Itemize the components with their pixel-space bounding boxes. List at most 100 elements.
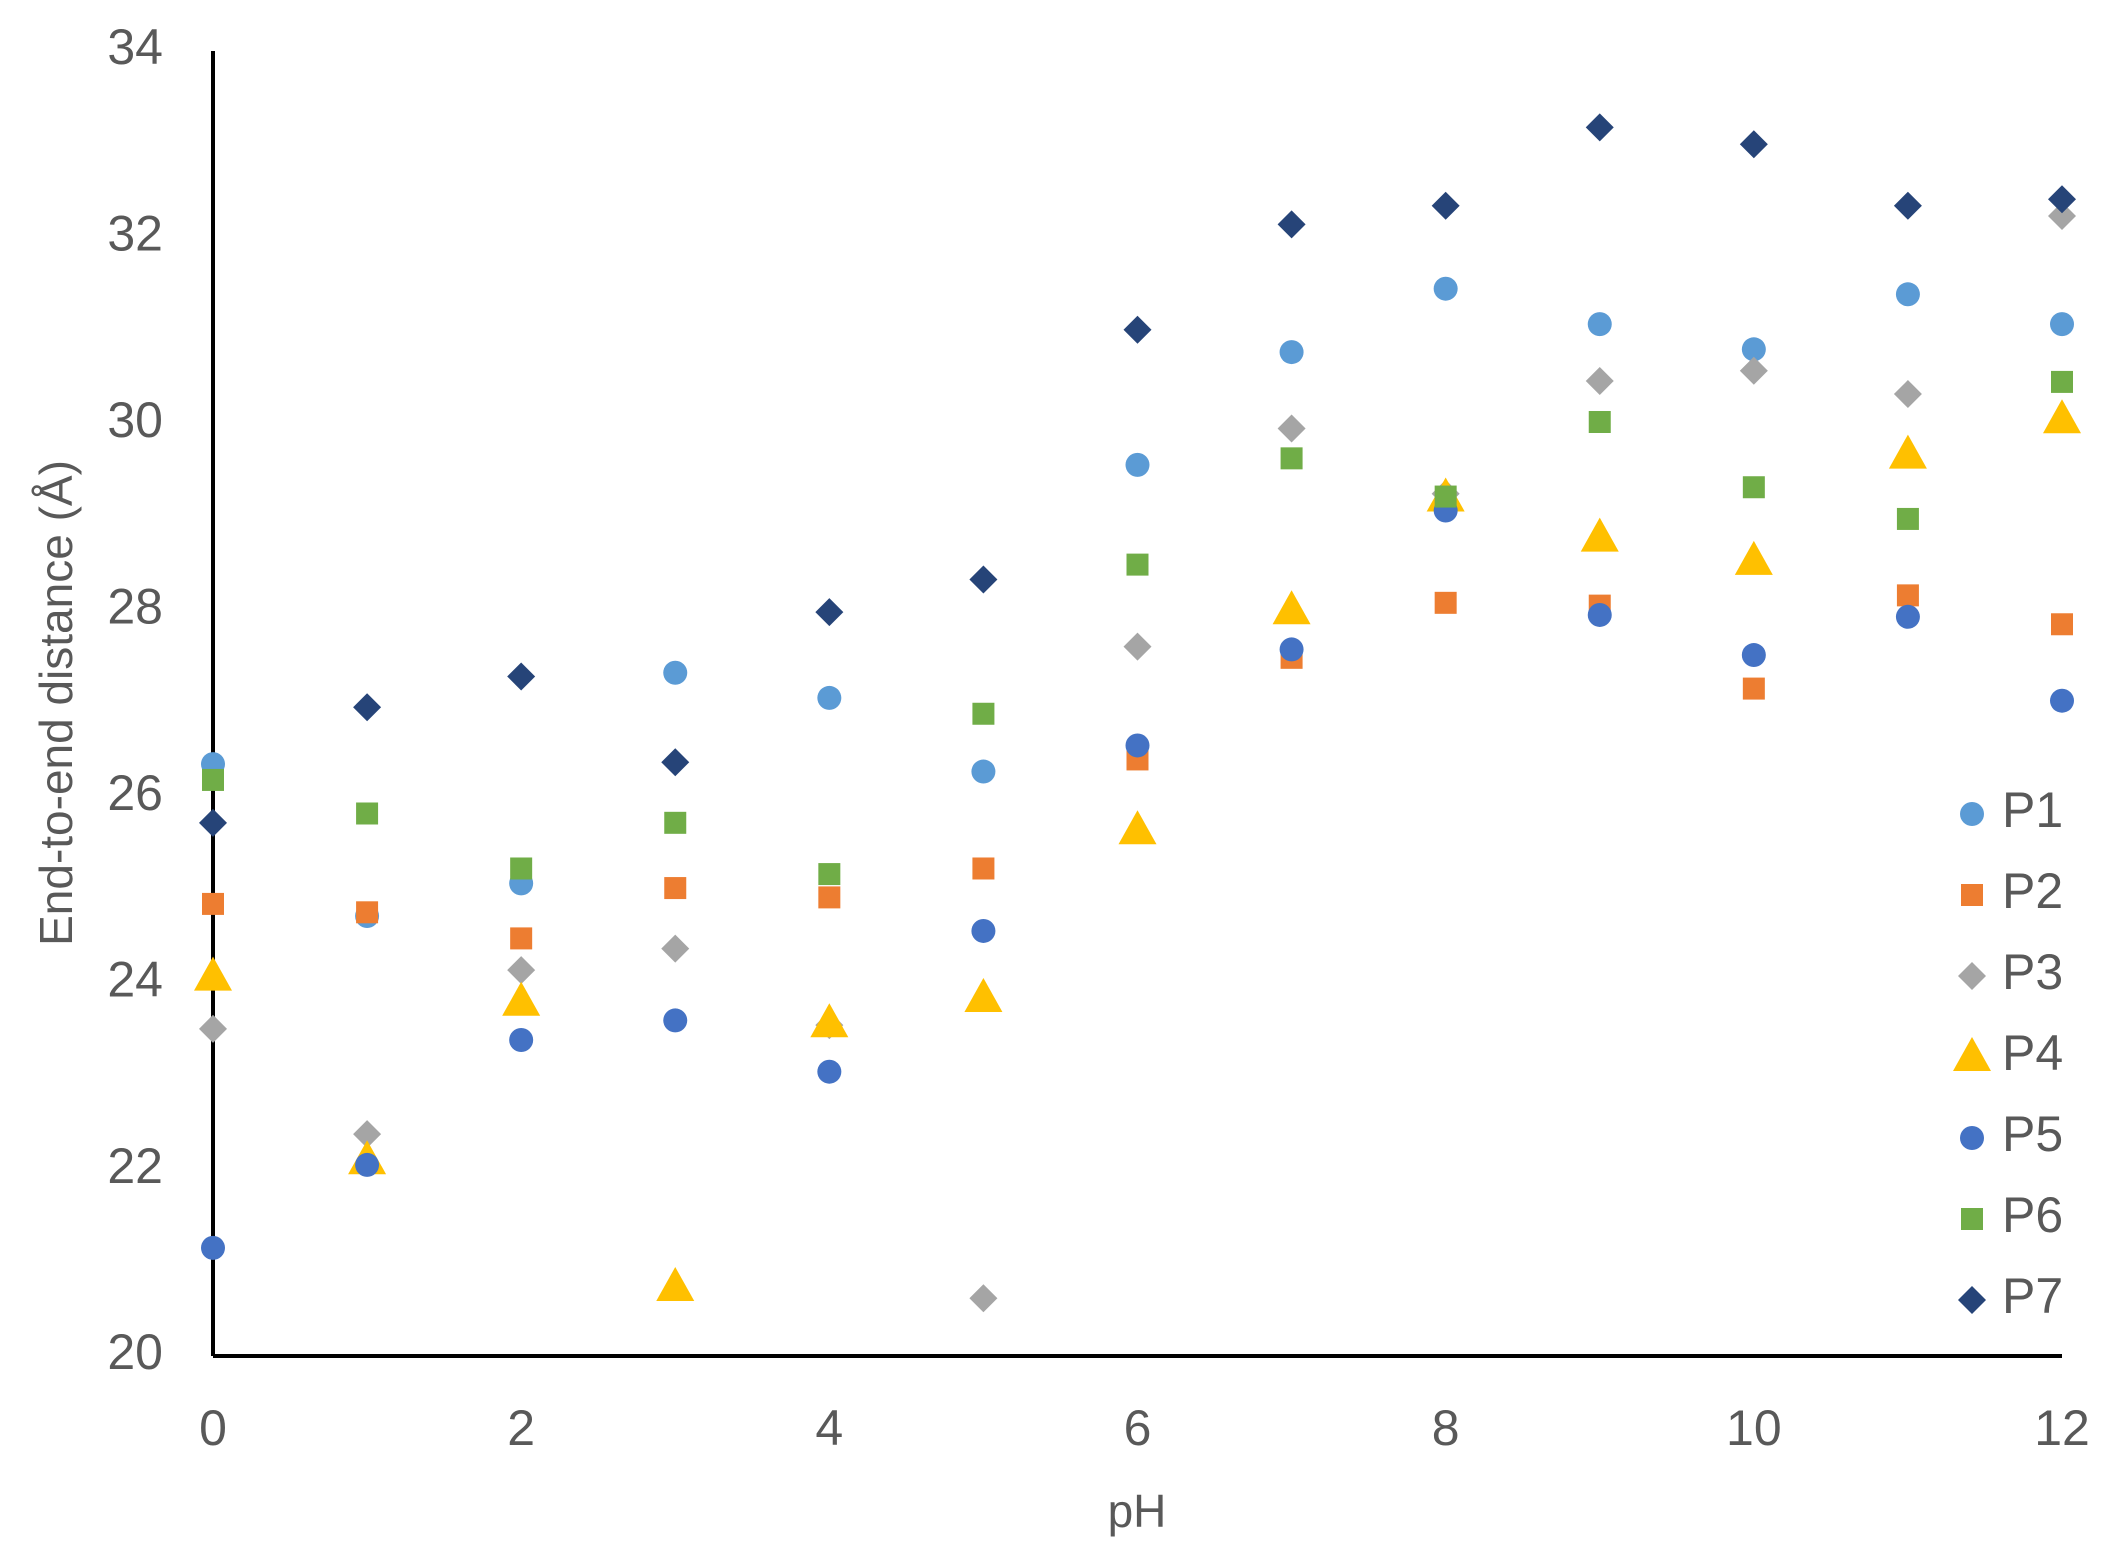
point	[1585, 366, 1614, 395]
y-tick-label: 24	[107, 951, 163, 1007]
point	[2043, 399, 2081, 434]
legend-label: P4	[2002, 1025, 2063, 1081]
point	[972, 857, 995, 880]
point	[355, 1152, 380, 1177]
point	[353, 1120, 382, 1149]
y-tick-label: 22	[107, 1138, 163, 1194]
point	[1739, 130, 1768, 159]
point	[202, 892, 224, 915]
legend-marker	[1961, 1208, 1983, 1230]
y-tick-label: 20	[107, 1324, 163, 1380]
point	[1125, 733, 1150, 758]
x-tick-label: 10	[1726, 1400, 1782, 1456]
point	[1742, 677, 1765, 700]
point	[507, 662, 536, 691]
x-tick-label: 0	[199, 1400, 227, 1456]
point	[817, 685, 842, 710]
point	[353, 693, 382, 722]
point	[194, 956, 232, 991]
point	[2048, 185, 2076, 214]
legend-label: P7	[2002, 1268, 2063, 1324]
point	[663, 1008, 688, 1033]
point	[1279, 340, 1304, 365]
y-tick-label: 28	[107, 578, 163, 634]
point	[201, 1235, 225, 1260]
point	[818, 863, 841, 886]
point	[1893, 191, 1922, 220]
point	[1126, 553, 1149, 576]
point	[510, 857, 533, 880]
point	[1734, 540, 1773, 575]
legend-label: P2	[2002, 863, 2063, 919]
legend-marker	[1953, 1037, 1991, 1071]
point	[1585, 113, 1614, 142]
point	[507, 956, 536, 985]
legend-label: P1	[2002, 782, 2063, 838]
x-tick-label: 2	[507, 1400, 535, 1456]
point	[1741, 337, 1766, 362]
point	[1277, 414, 1306, 443]
legend-marker	[1961, 884, 1983, 906]
point	[1434, 485, 1457, 508]
point	[817, 1059, 842, 1084]
point	[199, 1014, 227, 1043]
point	[969, 565, 998, 594]
point	[1118, 810, 1157, 845]
y-tick-label: 34	[107, 19, 163, 75]
point	[818, 886, 841, 909]
point	[1888, 434, 1927, 469]
point	[1431, 191, 1460, 220]
point	[1125, 452, 1150, 477]
x-tick-label: 6	[1124, 1400, 1152, 1456]
point	[1588, 410, 1611, 433]
point	[1580, 517, 1619, 552]
point	[1896, 507, 1919, 530]
point	[661, 748, 690, 777]
point	[663, 660, 688, 685]
point	[1739, 356, 1768, 385]
x-tick-label: 4	[815, 1400, 843, 1456]
point	[1279, 637, 1304, 662]
point	[810, 1003, 849, 1038]
point	[972, 702, 995, 725]
point	[1123, 315, 1152, 344]
legend-marker	[1958, 1286, 1986, 1314]
point	[815, 598, 844, 627]
point	[2051, 370, 2073, 393]
point	[1433, 276, 1458, 301]
point	[1896, 584, 1919, 607]
point	[356, 802, 379, 825]
point	[1893, 380, 1922, 409]
y-tick-label: 32	[107, 206, 163, 262]
point	[1272, 590, 1311, 625]
legend-label: P5	[2002, 1106, 2063, 1162]
x-tick-label: 12	[2034, 1400, 2090, 1456]
legend-label: P6	[2002, 1187, 2063, 1243]
y-axis-title: End-to-end distance (Å)	[30, 460, 82, 946]
point	[1587, 602, 1612, 627]
point	[964, 978, 1003, 1013]
point	[1895, 282, 1920, 307]
point	[664, 811, 687, 834]
legend-marker	[1958, 962, 1986, 990]
point	[661, 934, 690, 963]
point	[202, 768, 224, 791]
legend-label: P3	[2002, 944, 2063, 1000]
legend-marker	[1960, 802, 1984, 826]
point	[1434, 591, 1457, 614]
x-axis-title: pH	[1108, 1485, 1167, 1537]
point	[1123, 632, 1152, 661]
point	[2051, 613, 2073, 636]
point	[1280, 447, 1303, 470]
point	[2050, 312, 2074, 337]
point	[656, 1267, 695, 1302]
point	[1587, 312, 1612, 337]
point	[2048, 201, 2076, 230]
point	[1895, 604, 1920, 629]
point	[509, 1028, 534, 1053]
point	[1741, 643, 1766, 668]
y-tick-label: 30	[107, 392, 163, 448]
point	[510, 927, 533, 950]
